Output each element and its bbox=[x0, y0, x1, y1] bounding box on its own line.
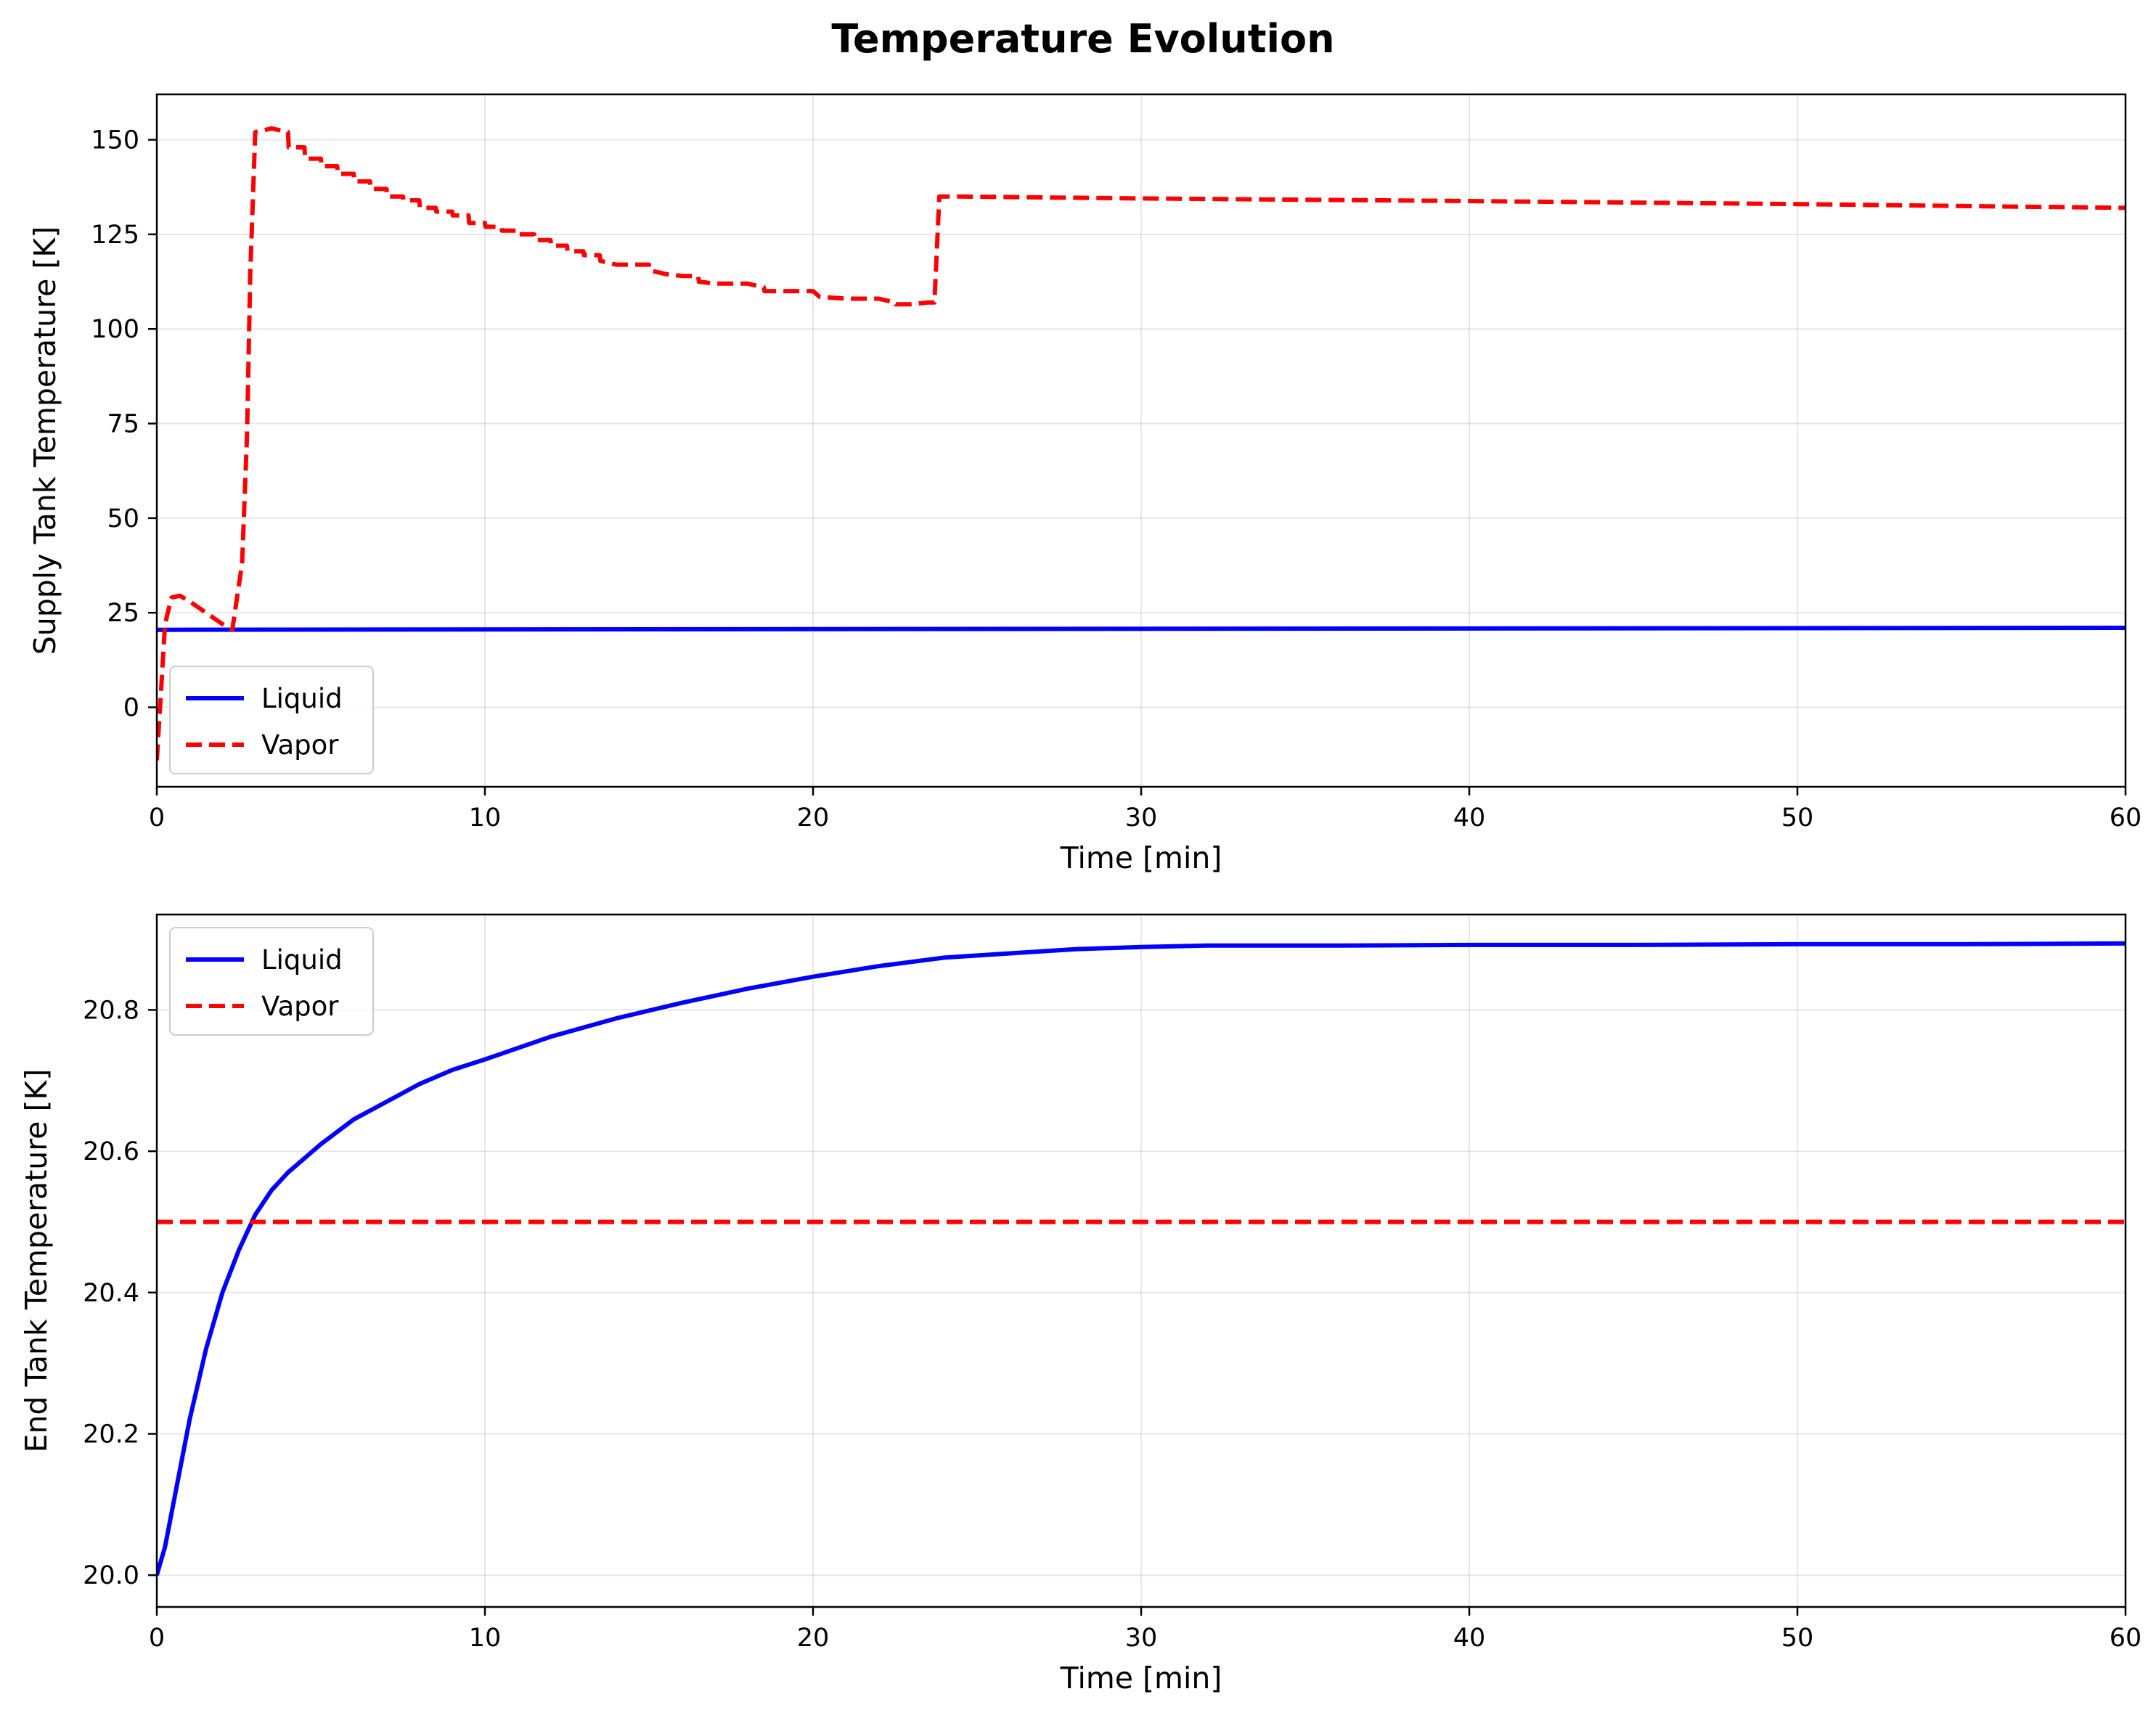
supply-tank-panel: 0 10 20 30 40 50 60 0 25 50 75 100 125 150 Time [min] S… bbox=[28, 93, 2142, 875]
supply-y-tick-label: 25 bbox=[107, 599, 139, 628]
end-y-axis-label: End Tank Temperature [K] bbox=[19, 1069, 54, 1453]
end-legend-label-vapor: Vapor bbox=[261, 991, 339, 1022]
end-legend-label-liquid: Liquid bbox=[261, 944, 343, 975]
supply-legend-label-vapor: Vapor bbox=[261, 729, 339, 761]
end-tank-panel: 0 10 20 30 40 50 60 20.0 20.2 20.4 20.6 20.8 Time [m… bbox=[19, 913, 2142, 1695]
end-series-group bbox=[157, 941, 2126, 1576]
end-x-tick-label: 60 bbox=[2110, 1624, 2142, 1653]
supply-series-liquid-line bbox=[157, 626, 2126, 632]
supply-x-tick-label: 40 bbox=[1453, 803, 1486, 833]
end-x-tick-label: 10 bbox=[469, 1624, 502, 1653]
supply-x-tick-label: 50 bbox=[1781, 803, 1814, 833]
supply-y-tick-label: 50 bbox=[107, 504, 139, 533]
supply-y-tick-label: 100 bbox=[91, 315, 139, 344]
supply-y-tick-label: 125 bbox=[91, 221, 139, 250]
end-x-tick-label: 20 bbox=[797, 1624, 830, 1653]
end-y-tick-label: 20.8 bbox=[83, 996, 139, 1025]
supply-x-tick-label: 60 bbox=[2110, 803, 2142, 833]
supply-y-axis-label: Supply Tank Temperature [K] bbox=[28, 226, 62, 655]
supply-y-tick-label: 75 bbox=[107, 410, 139, 439]
supply-series-group bbox=[157, 126, 2126, 761]
supply-x-axis-label: Time [min] bbox=[1060, 840, 1222, 875]
end-y-tick-label: 20.6 bbox=[83, 1137, 139, 1166]
end-x-tick-label: 0 bbox=[149, 1624, 165, 1653]
end-legend: Liquid Vapor bbox=[169, 927, 374, 1036]
supply-x-tick-label: 0 bbox=[149, 803, 165, 833]
end-y-tick-label: 20.0 bbox=[83, 1561, 139, 1590]
end-x-tick-label: 40 bbox=[1453, 1624, 1486, 1653]
end-series-liquid-line bbox=[157, 941, 2126, 1576]
end-x-axis-label: Time [min] bbox=[1060, 1661, 1222, 1695]
end-x-tick-label: 30 bbox=[1125, 1624, 1158, 1653]
supply-legend-label-liquid: Liquid bbox=[261, 683, 343, 714]
supply-y-tick-label: 0 bbox=[123, 694, 139, 723]
figure-title: Temperature Evolution bbox=[831, 16, 1334, 62]
supply-x-tick-label: 10 bbox=[469, 803, 502, 833]
supply-gridlines bbox=[156, 94, 2126, 787]
supply-series-vapor-line bbox=[157, 126, 2126, 761]
end-y-tick-label: 20.4 bbox=[83, 1279, 139, 1308]
end-gridlines bbox=[156, 915, 2126, 1607]
supply-y-tick-label: 150 bbox=[91, 126, 139, 155]
supply-x-tick-label: 30 bbox=[1125, 803, 1158, 833]
supply-x-tick-label: 20 bbox=[797, 803, 830, 833]
end-x-tick-label: 50 bbox=[1781, 1624, 1814, 1653]
supply-legend: Liquid Vapor bbox=[169, 666, 374, 774]
end-y-tick-label: 20.2 bbox=[83, 1420, 139, 1449]
